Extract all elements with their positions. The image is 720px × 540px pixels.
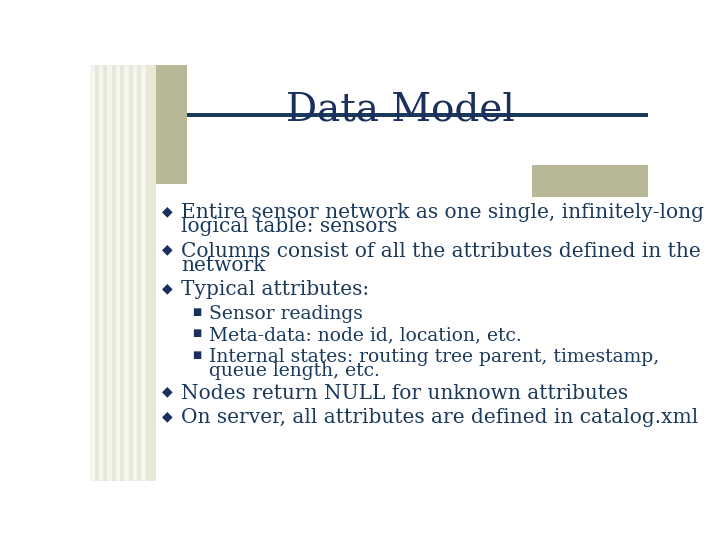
Text: Data Model: Data Model — [286, 92, 514, 129]
Bar — [90, 65, 156, 481]
Bar — [132, 65, 138, 481]
Text: ◆: ◆ — [162, 281, 173, 295]
Bar — [141, 65, 145, 481]
Bar — [156, 112, 648, 117]
Text: Sensor readings: Sensor readings — [209, 305, 362, 323]
Bar — [107, 65, 112, 481]
Text: queue length, etc.: queue length, etc. — [209, 362, 379, 380]
Text: ■: ■ — [192, 350, 202, 360]
Bar — [116, 65, 120, 481]
Text: logical table: sensors: logical table: sensors — [181, 217, 398, 237]
Text: Typical attributes:: Typical attributes: — [181, 280, 369, 299]
Text: ◆: ◆ — [162, 204, 173, 218]
Text: Meta-data: node id, location, etc.: Meta-data: node id, location, etc. — [209, 327, 521, 345]
Text: Internal states: routing tree parent, timestamp,: Internal states: routing tree parent, ti… — [209, 348, 659, 366]
Text: ■: ■ — [192, 307, 202, 316]
Text: Entire sensor network as one single, infinitely-long: Entire sensor network as one single, inf… — [181, 204, 704, 222]
Text: ◆: ◆ — [162, 409, 173, 423]
Text: Columns consist of all the attributes defined in the: Columns consist of all the attributes de… — [181, 242, 701, 261]
Text: On server, all attributes are defined in catalog.xml: On server, all attributes are defined in… — [181, 408, 698, 427]
Bar — [90, 65, 94, 481]
Bar — [532, 165, 648, 197]
Bar — [99, 65, 103, 481]
Bar — [124, 65, 129, 481]
Text: network: network — [181, 256, 266, 275]
Bar — [156, 65, 187, 184]
Text: ◆: ◆ — [162, 384, 173, 399]
Text: ◆: ◆ — [162, 242, 173, 256]
Text: ■: ■ — [192, 328, 202, 338]
Text: Nodes return NULL for unknown attributes: Nodes return NULL for unknown attributes — [181, 383, 629, 403]
